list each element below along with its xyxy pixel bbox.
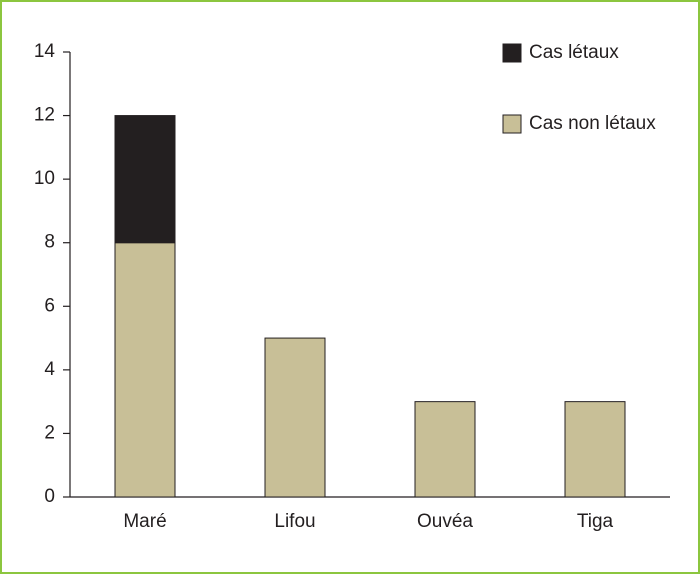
- bar-segment: [564, 401, 626, 498]
- bar-segment: [114, 242, 176, 498]
- y-tick-label: 6: [44, 295, 55, 316]
- x-tick-label: Lifou: [274, 511, 315, 532]
- legend-label: Cas non létaux: [529, 113, 656, 134]
- y-tick-label: 14: [34, 41, 56, 62]
- bar-segment: [264, 337, 326, 498]
- x-tick-label: Tiga: [577, 511, 614, 532]
- legend-swatch: [502, 114, 522, 134]
- y-tick-label: 12: [34, 105, 55, 126]
- legend-swatch: [502, 43, 522, 63]
- y-tick-label: 4: [44, 359, 55, 380]
- legend-label: Cas létaux: [529, 42, 619, 63]
- x-tick-label: Maré: [123, 511, 166, 532]
- bar-segment: [114, 115, 176, 244]
- y-tick-label: 0: [44, 486, 55, 507]
- y-tick-label: 2: [44, 422, 55, 443]
- y-tick-label: 10: [34, 168, 55, 189]
- bar-segment: [414, 401, 476, 498]
- x-tick-label: Ouvéa: [417, 511, 473, 532]
- y-tick-label: 8: [44, 232, 55, 253]
